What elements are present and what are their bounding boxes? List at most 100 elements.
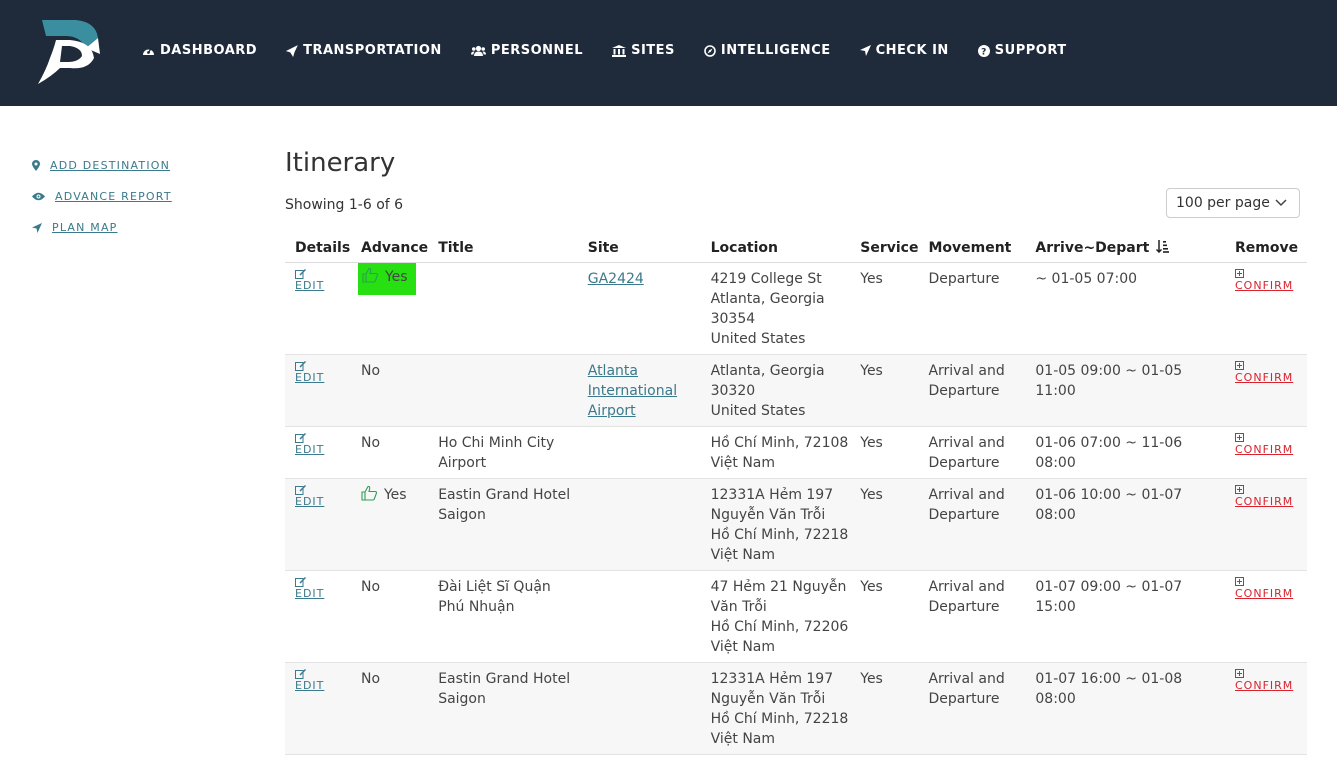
main-nav: DASHBOARD TRANSPORTATION PERSONNEL SITES… — [142, 43, 1096, 58]
location-line: Việt Nam — [710, 547, 776, 563]
nav-intelligence[interactable]: INTELLIGENCE — [704, 43, 831, 58]
per-page-value: 100 per page — [1176, 195, 1270, 211]
location-line: United States — [710, 403, 806, 419]
title-cell: Eastin Grand Hotel Saigon — [428, 662, 578, 755]
remove-cell: CONFIRM — [1225, 662, 1307, 755]
plane-icon — [286, 44, 298, 57]
edit-link[interactable]: EDIT — [295, 279, 325, 292]
nav-sites[interactable]: SITES — [612, 43, 675, 58]
movement-cell: Arrival and Departure — [918, 426, 1026, 479]
nav-label: CHECK IN — [875, 43, 949, 58]
nav-support[interactable]: ? SUPPORT — [977, 43, 1067, 58]
per-page-select[interactable]: 100 per page — [1166, 188, 1300, 218]
advance-cell: No — [350, 662, 429, 755]
nav-check-in[interactable]: CHECK IN — [859, 43, 949, 58]
plus-square-icon — [1235, 669, 1244, 678]
table-row: EDIT Yes Eastin Grand Hotel Saigon 12331A H… — [285, 478, 1307, 571]
advance-cell: Yes — [350, 262, 429, 355]
nav-label: TRANSPORTATION — [303, 43, 442, 58]
compass-icon — [704, 44, 716, 57]
location-line: Nguyễn Văn Trỗi — [710, 507, 826, 523]
itinerary-table: Details Advance Title Site Location Serv… — [285, 234, 1307, 755]
site-link[interactable]: GA2424 — [587, 271, 644, 287]
location-line: 30354 — [710, 311, 756, 327]
location-line: Hồ Chí Minh, 72108 — [710, 435, 849, 451]
confirm-remove-link[interactable]: CONFIRM — [1235, 443, 1294, 456]
title-cell: Eastin Grand Hotel Saigon — [428, 478, 578, 571]
remove-cell: CONFIRM — [1225, 354, 1307, 427]
advance-yes-indicator: Yes — [361, 485, 407, 505]
showing-count: Showing 1-6 of 6 — [285, 197, 404, 213]
advance-cell: Yes — [350, 478, 429, 571]
edit-link[interactable]: EDIT — [295, 679, 325, 692]
nav-transportation[interactable]: TRANSPORTATION — [286, 43, 442, 58]
site-cell — [577, 662, 701, 755]
location-cell: 4219 College St Atlanta, Georgia 30354 Unit… — [700, 262, 851, 355]
users-icon — [470, 45, 486, 56]
location-line: Việt Nam — [710, 731, 776, 747]
location-arrow-icon — [859, 45, 871, 56]
advance-value: No — [360, 363, 381, 379]
edit-link[interactable]: EDIT — [295, 587, 325, 600]
plus-square-icon — [1235, 433, 1244, 442]
col-header-arrive-depart[interactable]: Arrive~Depart — [1025, 234, 1225, 263]
sidebar-item-advance-report[interactable]: ADVANCE REPORT — [32, 181, 172, 212]
thumbs-up-icon — [362, 267, 379, 283]
bank-icon — [612, 44, 627, 57]
location-line: 47 Hẻm 21 Nguyễn — [710, 579, 847, 595]
plus-square-icon — [1235, 577, 1244, 586]
edit-icon — [295, 577, 306, 587]
sidebar-item-label: ADD DESTINATION — [50, 159, 171, 172]
table-row: EDIT No Eastin Grand Hotel Saigon 12331A Hẻ… — [285, 662, 1307, 755]
site-cell — [577, 570, 701, 663]
eye-icon — [32, 192, 45, 201]
site-cell: Atlanta International Airport — [577, 354, 701, 427]
advance-value: No — [360, 579, 381, 595]
advance-value: No — [360, 435, 381, 451]
confirm-remove-link[interactable]: CONFIRM — [1235, 587, 1294, 600]
nav-dashboard[interactable]: DASHBOARD — [142, 43, 257, 58]
arrive-depart-cell: ~ 01-05 07:00 — [1025, 262, 1225, 355]
table-row: EDIT No Ho Chi Minh City Airport Hồ Chí Min… — [285, 426, 1307, 479]
edit-link[interactable]: EDIT — [295, 443, 325, 456]
confirm-remove-link[interactable]: CONFIRM — [1235, 495, 1294, 508]
edit-icon — [295, 361, 306, 371]
question-circle-icon: ? — [977, 44, 990, 57]
sidebar-item-plan-map[interactable]: PLAN MAP — [32, 212, 172, 243]
location-cell: Hồ Chí Minh, 72108 Việt Nam — [700, 426, 851, 479]
site-link[interactable]: Atlanta International Airport — [587, 363, 678, 419]
remove-cell: CONFIRM — [1225, 570, 1307, 663]
remove-cell: CONFIRM — [1225, 478, 1307, 571]
col-header-service: Service — [850, 234, 919, 263]
col-header-details: Details — [285, 234, 351, 263]
sidebar: ADD DESTINATION ADVANCE REPORT PLAN MAP — [32, 150, 172, 243]
remove-cell: CONFIRM — [1225, 262, 1307, 355]
edit-link[interactable]: EDIT — [295, 495, 325, 508]
plus-square-icon — [1235, 485, 1244, 494]
location-line: Việt Nam — [710, 639, 776, 655]
title-cell — [428, 354, 578, 427]
service-cell: Yes — [850, 354, 919, 427]
service-cell: Yes — [850, 262, 919, 355]
confirm-remove-link[interactable]: CONFIRM — [1235, 371, 1294, 384]
site-cell — [577, 426, 701, 479]
details-cell: EDIT — [285, 354, 351, 427]
arrive-depart-cell: 01-06 10:00 ~ 01-07 08:00 — [1025, 478, 1225, 571]
table-row: EDIT No Atlanta International Airport Atlan… — [285, 354, 1307, 427]
edit-link[interactable]: EDIT — [295, 371, 325, 384]
top-navbar: DASHBOARD TRANSPORTATION PERSONNEL SITES… — [0, 0, 1337, 106]
service-cell: Yes — [850, 478, 919, 571]
confirm-remove-link[interactable]: CONFIRM — [1235, 679, 1294, 692]
advance-cell: No — [350, 426, 429, 479]
movement-cell: Arrival and Departure — [918, 570, 1026, 663]
nav-label: SITES — [631, 43, 675, 58]
location-cell: 47 Hẻm 21 Nguyễn Văn Trỗi Hồ Chí Minh, 722… — [700, 570, 851, 663]
sidebar-item-add-destination[interactable]: ADD DESTINATION — [32, 150, 172, 181]
location-cell: 12331A Hẻm 197 Nguyễn Văn Trỗi Hồ Chí Minh… — [700, 662, 851, 755]
app-logo[interactable] — [36, 18, 102, 86]
nav-personnel[interactable]: PERSONNEL — [470, 43, 583, 58]
confirm-remove-link[interactable]: CONFIRM — [1235, 279, 1294, 292]
advance-yes-indicator: Yes — [357, 263, 416, 295]
details-cell: EDIT — [285, 426, 351, 479]
location-line: United States — [710, 331, 806, 347]
